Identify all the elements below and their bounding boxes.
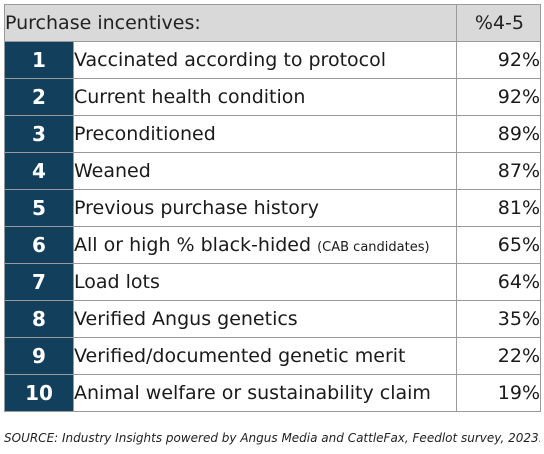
rank-cell: 3 [4, 115, 74, 153]
rank-cell: 5 [4, 189, 74, 227]
header-percent: %4-5 [456, 4, 541, 42]
table-row: 5 Previous purchase history 81% [4, 189, 541, 227]
rank-cell: 2 [4, 78, 74, 116]
percent-cell: 35% [456, 300, 541, 338]
incentive-label-cell: Weaned [73, 152, 457, 190]
table-row: 10 Animal welfare or sustainability claim… [4, 374, 541, 412]
incentive-label-cell: Verified/documented genetic merit [73, 337, 457, 375]
rank-cell: 4 [4, 152, 74, 190]
percent-cell: 19% [456, 374, 541, 412]
incentive-label-cell: Vaccinated according to protocol [73, 41, 457, 79]
table-row: 3 Preconditioned 89% [4, 115, 541, 153]
incentive-label-cell: Previous purchase history [73, 189, 457, 227]
incentive-label: Load lots [74, 271, 160, 293]
percent-cell: 64% [456, 263, 541, 301]
incentive-label: Animal welfare or sustainability claim [74, 382, 431, 404]
percent-cell: 87% [456, 152, 541, 190]
incentive-label: Verified Angus genetics [74, 308, 298, 330]
percent-cell: 22% [456, 337, 541, 375]
incentive-label-cell: Load lots [73, 263, 457, 301]
incentive-label-cell: Verified Angus genetics [73, 300, 457, 338]
incentive-label-cell: Animal welfare or sustainability claim [73, 374, 457, 412]
incentive-label-cell: Preconditioned [73, 115, 457, 153]
percent-cell: 65% [456, 226, 541, 264]
table-row: 1 Vaccinated according to protocol 92% [4, 41, 541, 79]
source-note: SOURCE: Industry Insights powered by Ang… [4, 431, 540, 445]
rank-cell: 9 [4, 337, 74, 375]
table-row: 8 Verified Angus genetics 35% [4, 300, 541, 338]
incentive-label: Verified/documented genetic merit [74, 345, 406, 367]
table-header-row: Purchase incentives: %4-5 [4, 4, 541, 42]
incentive-label: All or high % black-hided [74, 234, 312, 256]
incentive-label: Weaned [74, 160, 151, 182]
incentive-note: (CAB candidates) [317, 240, 430, 255]
table-body: 1 Vaccinated according to protocol 92% 2 Cur… [4, 41, 541, 412]
incentive-label: Preconditioned [74, 123, 216, 145]
rank-cell: 6 [4, 226, 74, 264]
percent-cell: 81% [456, 189, 541, 227]
percent-cell: 92% [456, 41, 541, 79]
incentive-label-cell: All or high % black-hided (CAB candidate… [73, 226, 457, 264]
table-row: 6 All or high % black-hided (CAB candidat… [4, 226, 541, 264]
incentives-table-container: Purchase incentives: %4-5 1 Vaccinated ac… [4, 4, 541, 412]
percent-cell: 89% [456, 115, 541, 153]
rank-cell: 8 [4, 300, 74, 338]
incentive-label-cell: Current health condition [73, 78, 457, 116]
rank-cell: 10 [4, 374, 74, 412]
table-row: 4 Weaned 87% [4, 152, 541, 190]
rank-cell: 1 [4, 41, 74, 79]
incentive-label: Previous purchase history [74, 197, 319, 219]
table-row: 2 Current health condition 92% [4, 78, 541, 116]
incentive-label: Current health condition [74, 86, 306, 108]
header-incentives: Purchase incentives: [4, 4, 457, 42]
purchase-incentives-table: Purchase incentives: %4-5 1 Vaccinated ac… [4, 4, 541, 412]
incentive-label: Vaccinated according to protocol [74, 49, 386, 71]
table-row: 7 Load lots 64% [4, 263, 541, 301]
percent-cell: 92% [456, 78, 541, 116]
rank-cell: 7 [4, 263, 74, 301]
table-row: 9 Verified/documented genetic merit 22% [4, 337, 541, 375]
